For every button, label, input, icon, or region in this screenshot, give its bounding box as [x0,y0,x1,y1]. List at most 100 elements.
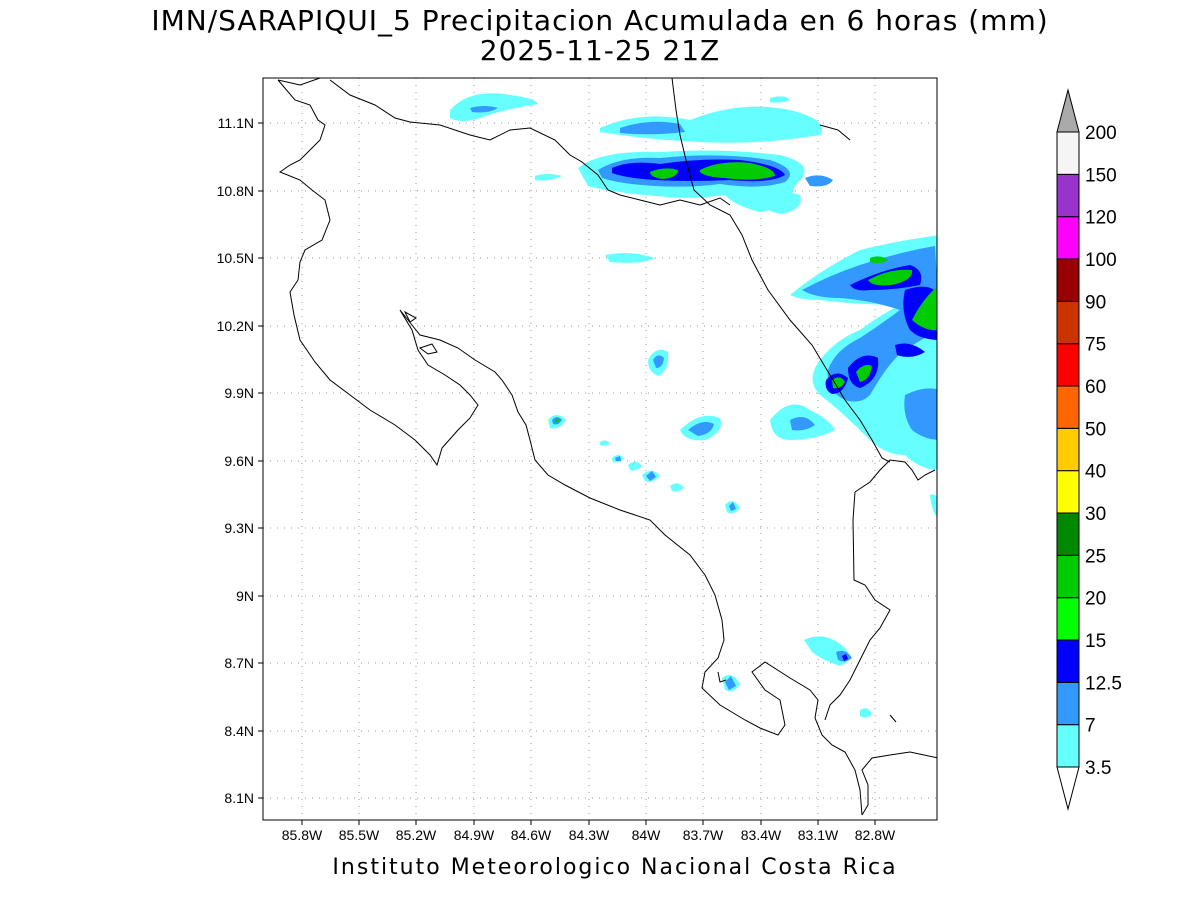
colorbar-box [1056,258,1080,302]
colorbar-label: 200 [1085,123,1117,144]
lon-tick-label: 84.6W [511,827,552,843]
precip-cyan [860,708,872,718]
precip-cyan [535,174,562,181]
colorbar-box [1056,173,1080,218]
colorbar-box [1056,300,1080,345]
precip-green [700,162,775,180]
colorbar-label: 3.5 [1085,758,1111,779]
precip-light-blue [729,502,736,511]
colorbar-label: 50 [1085,419,1106,440]
map-date: 2025-11-25 21Z [479,34,721,67]
colorbar-label: 120 [1085,208,1117,229]
precip-cyan [930,494,937,518]
island-chira [418,343,438,355]
precip-cyan [600,440,610,446]
precip-dark-blue [842,654,848,661]
lat-tick-label: 10.2N [217,318,254,334]
colorbar-label: 15 [1085,631,1106,652]
precip-green [650,168,678,179]
colorbar-box [1056,131,1080,175]
colorbar-label: 40 [1085,462,1106,483]
lat-tick-label: 9.3N [224,520,254,536]
precip-green [868,269,913,286]
lon-tick-label: 83.7W [683,827,724,843]
colorbar-box [1056,427,1080,472]
latitude-axis: 11.1N 10.8N 10.5N 10.2N 9.9N 9.6N 9.3N 9N 8.7N 8.… [217,115,263,806]
river-n [819,124,851,141]
lon-tick-label: 84W [632,827,662,843]
lon-tick-label: 85.2W [396,827,437,843]
lat-tick-label: 9.9N [224,385,254,401]
precip-cyan [670,483,684,492]
colorbar-label: 25 [1085,546,1106,567]
precip-green [912,287,937,331]
colorbar: 3.5 7 12.5 15 20 25 30 40 50 60 75 90 100 120 150 200 [1056,88,1122,811]
nicaragua-coast [277,79,863,816]
lon-tick-label: 84.9W [454,827,495,843]
colorbar-box [1056,681,1080,726]
plot-area [263,78,937,820]
colorbar-box [1056,385,1080,429]
colorbar-label: 7 [1085,716,1096,737]
precip-light-blue [790,416,815,431]
precip-dark-blue [895,343,925,357]
lat-tick-label: 9.6N [224,453,254,469]
precip-green [856,364,872,382]
precip-light-blue [904,388,937,440]
precip-green [870,256,888,264]
lon-tick-label: 85.5W [339,827,380,843]
lat-tick-label: 10.5N [217,250,254,266]
precip-green [555,418,560,423]
colorbar-box [1056,639,1080,683]
colorbar-box [1056,597,1080,641]
colorbar-label: 60 [1085,377,1106,398]
lat-tick-label: 8.4N [224,723,254,739]
colorbar-label: 20 [1085,589,1106,610]
colorbar-label: 12.5 [1085,673,1122,694]
lat-tick-label: 10.8N [217,183,254,199]
plot-frame [262,77,938,821]
island-osa [889,714,897,723]
precip-light-blue [470,106,498,113]
precip-light-blue [620,121,685,135]
lon-tick-label: 83.4W [741,827,782,843]
precip-cyan [760,192,801,214]
precip-light-blue [653,355,664,368]
precip-light-blue [725,676,736,690]
longitude-axis: 85.8W 85.5W 85.2W 84.9W 84.6W 84.3W 84W 83.7W 83… [282,820,896,843]
colorbar-box [1056,724,1080,768]
lon-tick-label: 83.1W [798,827,839,843]
nicoya-gulf-island [403,310,417,323]
nicaragua-border-north [671,78,891,463]
colorbar-label: 100 [1085,250,1117,271]
colorbar-box [1056,470,1080,514]
colorbar-label: 75 [1085,335,1106,356]
lat-tick-label: 9N [236,588,254,604]
colorbar-arrow-low [1056,766,1080,811]
lat-tick-label: 8.1N [224,790,254,806]
precip-light-blue [805,175,833,187]
colorbar-box [1056,554,1080,599]
lon-tick-label: 85.8W [282,827,323,843]
precip-cyan [605,253,655,263]
colorbar-label: 30 [1085,504,1106,525]
colorbar-label: 90 [1085,292,1106,313]
precip-cyan [770,96,790,103]
coastlines [277,78,937,816]
caribbean-coast [854,459,936,493]
footer-credit: Instituto Meteorologico Nacional Costa R… [332,855,898,880]
lon-tick-label: 84.3W [569,827,610,843]
river-san-juan [329,79,731,206]
grid-lines [263,78,937,820]
panama-coast [861,751,937,816]
island-south [717,671,727,683]
map-title: IMN/SARAPIQUI_5 Precipitacion Acumulada … [151,4,1049,37]
precip-green [832,377,845,389]
colorbar-box [1056,512,1080,556]
panama-border [824,491,891,721]
precip-light-blue [688,422,714,436]
colorbar-arrow-high [1056,88,1080,133]
lon-tick-label: 82.8W [855,827,896,843]
precip-cyan [628,461,642,471]
colorbar-box [1056,343,1080,387]
